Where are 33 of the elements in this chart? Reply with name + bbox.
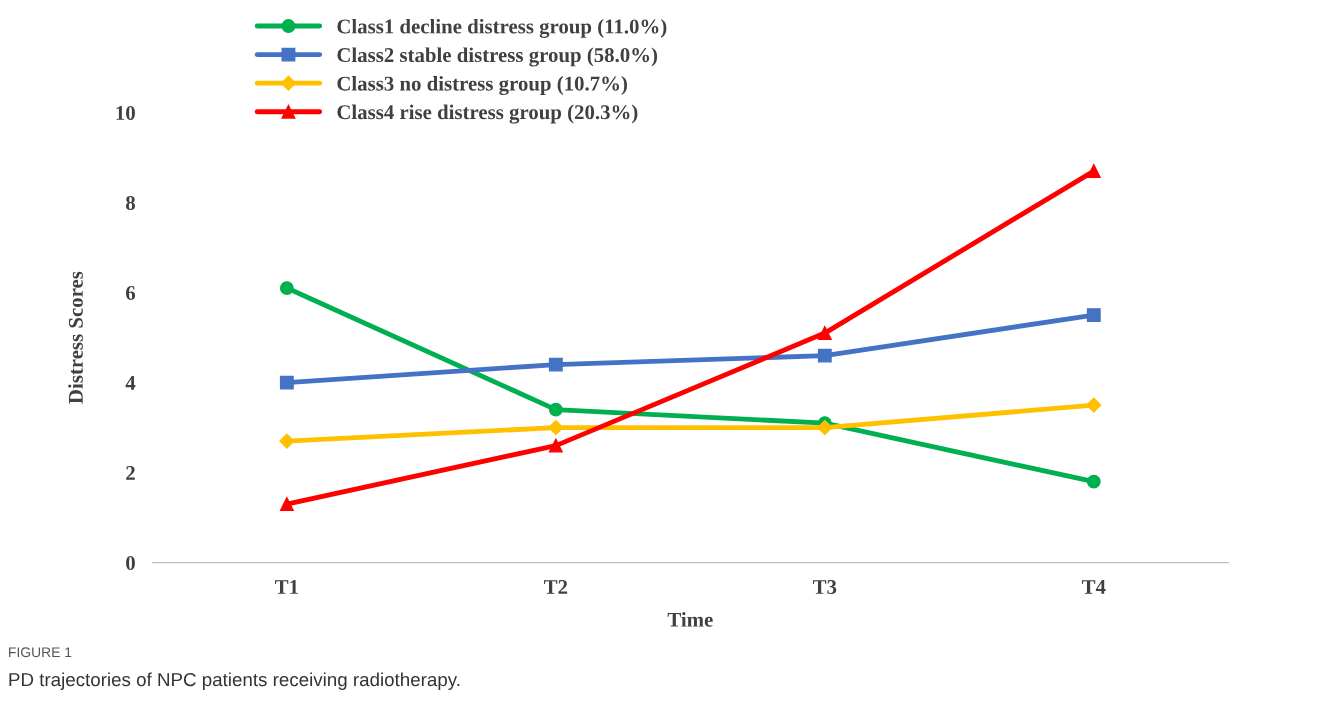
y-axis-title: Distress Scores (68, 271, 83, 404)
x-tick-label: T3 (812, 579, 837, 594)
x-tick-label: T2 (544, 579, 568, 594)
y-tick-label: 2 (126, 466, 135, 480)
x-tick-label: T1 (275, 580, 298, 594)
y-tick-label: 10 (116, 105, 135, 120)
x-tick-label: T4 (1081, 580, 1106, 594)
y-tick-label: 0 (126, 556, 135, 571)
point (548, 438, 563, 453)
x-axis-title: Time (667, 612, 713, 627)
point (817, 420, 833, 436)
point (1086, 474, 1101, 489)
point (279, 281, 294, 296)
point (1086, 308, 1101, 323)
point (279, 497, 294, 512)
legend-label: Class1 decline distress group (11.0%) (337, 18, 667, 38)
point (1086, 397, 1102, 413)
legend-label: Class3 no distress group (10.7%) (337, 75, 627, 96)
y-tick-label: 4 (125, 376, 136, 390)
point (1086, 164, 1101, 178)
point (817, 326, 832, 341)
caption: FIGURE 1 (9, 647, 72, 658)
text: PD trajectories of NPC patients receiving radiotherapy. (9, 672, 460, 690)
y-tick-label: 6 (126, 286, 136, 301)
y-tick-label: 8 (125, 195, 136, 210)
point (548, 357, 563, 372)
legend-label: Class2 stable distress group (58.0%) (337, 47, 658, 67)
point (817, 348, 832, 363)
point (279, 375, 294, 390)
point (279, 433, 295, 449)
legend-label: Class4 rise distress group (20.3%) (337, 104, 638, 124)
point (548, 420, 564, 436)
point (548, 402, 563, 417)
